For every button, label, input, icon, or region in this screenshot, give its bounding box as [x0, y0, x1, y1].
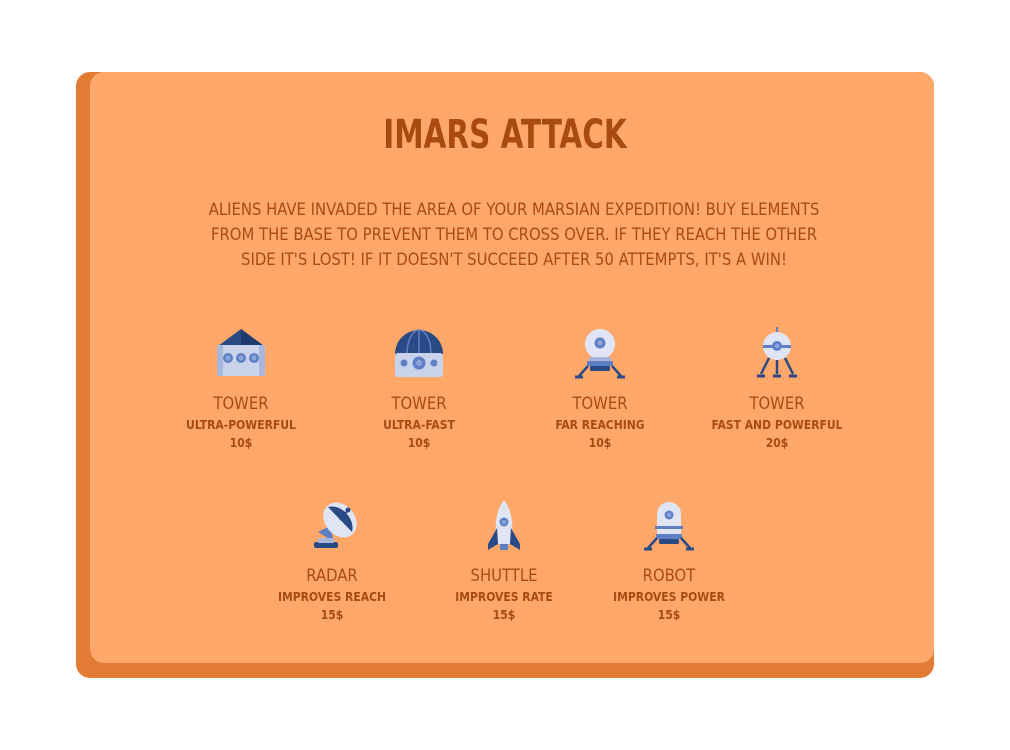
- robot-lander-icon: [644, 502, 694, 551]
- item-description: IMPROVES REACH: [277, 590, 387, 604]
- radar-dish-icon: [314, 502, 357, 548]
- item-description: IMPROVES POWER: [613, 590, 725, 604]
- item-price: 10$: [229, 436, 253, 450]
- dome-tower-icon: [395, 329, 443, 377]
- item-name: TOWER: [391, 394, 447, 413]
- item-price: 15$: [492, 608, 516, 622]
- item-name: ROBOT: [642, 566, 696, 585]
- item-name: RADAR: [306, 566, 358, 585]
- shop-item-tower-ultra-fast[interactable]: TOWER ULTRA-FAST 10$: [349, 326, 489, 452]
- game-intro-text: Aliens have invaded the area of your mar…: [208, 200, 820, 269]
- item-name: SHUTTLE: [470, 566, 538, 585]
- orb-tower-icon: [575, 329, 625, 379]
- item-description: IMPROVES RATE: [455, 590, 553, 604]
- item-description: ULTRA-POWERFUL: [186, 418, 296, 432]
- item-price: 10$: [407, 436, 431, 450]
- item-price: 20$: [765, 436, 789, 450]
- shop-item-shuttle[interactable]: SHUTTLE IMPROVES RATE 15$: [434, 498, 574, 624]
- item-name: TOWER: [749, 394, 805, 413]
- shuttle-rocket-icon: [488, 500, 520, 550]
- item-description: FAST AND POWERFUL: [711, 418, 843, 432]
- game-title: IMARS ATTACK: [383, 112, 627, 158]
- item-description: ULTRA-FAST: [383, 418, 455, 432]
- item-price: 15$: [657, 608, 681, 622]
- satellite-tower-icon: [757, 327, 797, 378]
- item-price: 10$: [588, 436, 612, 450]
- item-description: FAR REACHING: [555, 418, 645, 432]
- shop-item-tower-ultra-powerful[interactable]: TOWER ULTRA-POWERFUL 10$: [171, 326, 311, 452]
- shop-item-robot[interactable]: ROBOT IMPROVES POWER 15$: [599, 498, 739, 624]
- item-name: TOWER: [572, 394, 628, 413]
- shop-item-tower-fast-and-powerful[interactable]: TOWER FAST AND POWERFUL 20$: [707, 326, 847, 452]
- shop-item-radar[interactable]: RADAR IMPROVES REACH 15$: [262, 498, 402, 624]
- item-name: TOWER: [213, 394, 269, 413]
- shop-item-tower-far-reaching[interactable]: TOWER FAR REACHING 10$: [530, 326, 670, 452]
- item-price: 15$: [320, 608, 344, 622]
- house-tower-icon: [217, 329, 265, 376]
